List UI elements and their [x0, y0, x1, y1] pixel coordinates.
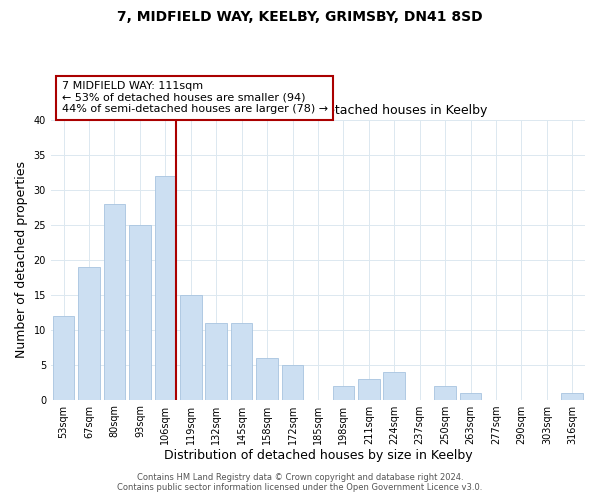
Bar: [155, 176, 176, 400]
Bar: [104, 204, 125, 400]
Bar: [383, 372, 405, 400]
Bar: [332, 386, 354, 400]
Bar: [53, 316, 74, 400]
Bar: [460, 392, 481, 400]
Bar: [434, 386, 456, 400]
Bar: [562, 392, 583, 400]
Bar: [78, 266, 100, 400]
Bar: [129, 225, 151, 400]
X-axis label: Distribution of detached houses by size in Keelby: Distribution of detached houses by size …: [164, 450, 472, 462]
Title: Size of property relative to detached houses in Keelby: Size of property relative to detached ho…: [148, 104, 488, 118]
Bar: [231, 322, 253, 400]
Text: Contains HM Land Registry data © Crown copyright and database right 2024.
Contai: Contains HM Land Registry data © Crown c…: [118, 473, 482, 492]
Bar: [205, 322, 227, 400]
Y-axis label: Number of detached properties: Number of detached properties: [15, 161, 28, 358]
Bar: [282, 364, 304, 400]
Bar: [180, 294, 202, 400]
Bar: [256, 358, 278, 400]
Text: 7, MIDFIELD WAY, KEELBY, GRIMSBY, DN41 8SD: 7, MIDFIELD WAY, KEELBY, GRIMSBY, DN41 8…: [117, 10, 483, 24]
Text: 7 MIDFIELD WAY: 111sqm
← 53% of detached houses are smaller (94)
44% of semi-det: 7 MIDFIELD WAY: 111sqm ← 53% of detached…: [62, 81, 328, 114]
Bar: [358, 378, 380, 400]
